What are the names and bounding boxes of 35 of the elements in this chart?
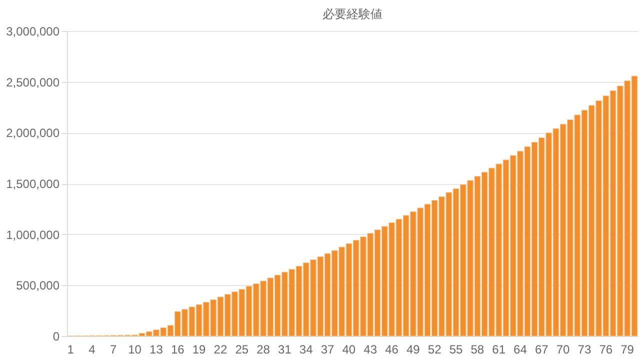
x-tick-label: 79: [620, 342, 634, 356]
x-tick-label: 43: [364, 342, 378, 356]
x-tick-label: 49: [406, 342, 420, 356]
x-tick-label: 1: [67, 342, 74, 356]
x-tick-label: 73: [578, 342, 592, 356]
x-tick-label: 61: [492, 342, 506, 356]
x-tick-label: 40: [342, 342, 356, 356]
x-tick-label: 52: [428, 342, 442, 356]
x-tick-label: 58: [470, 342, 484, 356]
y-tick-label: 1,500,000: [6, 177, 60, 191]
chart-title: 必要経験値: [322, 7, 382, 21]
x-tick-label: 10: [128, 342, 142, 356]
x-tick-label: 16: [170, 342, 185, 356]
x-tick-label: 19: [192, 342, 206, 356]
y-tick-label: 500,000: [16, 278, 60, 293]
x-tick-label: 67: [534, 342, 549, 356]
x-tick-label: 13: [150, 342, 164, 356]
x-tick-label: 31: [278, 342, 292, 356]
x-tick-label: 34: [299, 342, 314, 356]
x-tick-label: 28: [256, 342, 270, 356]
x-tick-label: 70: [556, 342, 570, 356]
x-tick-label: 25: [235, 342, 249, 356]
x-tick-label: 46: [385, 342, 399, 356]
x-tick-label: 55: [449, 342, 463, 356]
y-tick-label: 3,000,000: [6, 24, 60, 38]
x-tick-label: 22: [214, 342, 228, 356]
x-tick-label: 37: [320, 342, 335, 356]
x-tick-label: 4: [88, 342, 96, 356]
x-tick-label: 64: [514, 342, 528, 356]
x-tick-label: 76: [599, 342, 613, 356]
x-tick-label: 7: [110, 342, 118, 356]
y-tick-label: 2,000,000: [6, 126, 60, 140]
y-tick-label: 0: [52, 330, 60, 344]
y-tick-label: 2,500,000: [6, 75, 60, 90]
y-tick-label: 1,000,000: [6, 228, 60, 242]
